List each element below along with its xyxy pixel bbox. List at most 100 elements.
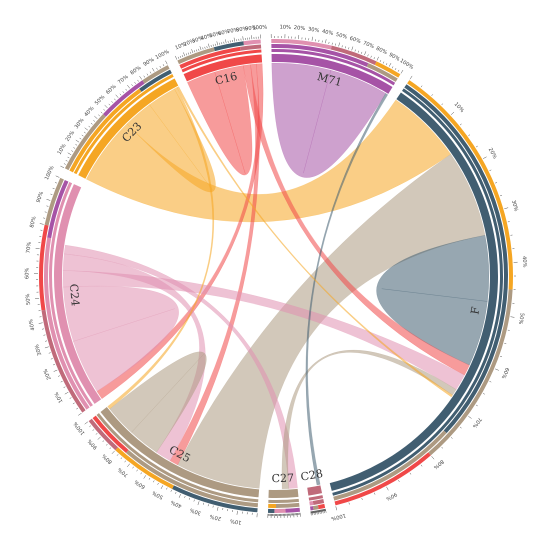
tick-mark	[136, 469, 138, 472]
percent-label: 20%	[43, 368, 53, 381]
tick-mark	[319, 509, 321, 514]
tick-mark	[60, 165, 65, 169]
tick-mark	[54, 182, 57, 184]
percent-label: 100%	[44, 165, 56, 181]
tick-mark	[73, 147, 76, 149]
tick-mark	[475, 404, 478, 407]
tick-mark	[183, 52, 186, 57]
tick-mark	[109, 447, 112, 450]
percent-label: 80%	[101, 452, 114, 464]
tick-mark	[92, 429, 95, 431]
tick-mark	[212, 44, 214, 47]
percent-label: 40%	[521, 256, 528, 268]
percent-label: 30%	[189, 506, 202, 515]
tick-mark	[181, 55, 184, 58]
percent-label: 20%	[293, 25, 305, 32]
tick-mark	[48, 352, 51, 354]
group-band-c27-2-2	[267, 508, 275, 513]
group-band-f-2-0	[407, 80, 513, 290]
group-band-c25-2-0	[172, 485, 258, 513]
tick-mark	[45, 340, 48, 342]
tick-mark	[140, 472, 142, 475]
tick-mark	[475, 145, 478, 148]
tick-mark	[127, 84, 130, 89]
tick-mark	[504, 207, 509, 210]
group-band-c16-0-0	[181, 49, 262, 73]
percent-label: 60%	[24, 268, 30, 280]
group-band-c16-2-2	[243, 39, 261, 46]
percent-label: 70%	[25, 241, 32, 253]
group-band-c23-2-2	[142, 65, 170, 84]
ribbon-c16-c24	[96, 63, 264, 400]
percent-label: 50%	[151, 489, 164, 500]
group-arc-c28	[307, 485, 323, 496]
group-band-m71-2-0	[271, 38, 332, 50]
tick-mark	[431, 456, 435, 460]
tick-mark	[187, 52, 190, 55]
tick-mark	[354, 49, 356, 52]
group-band-c27-2-1	[274, 508, 286, 513]
tick-mark	[124, 460, 127, 463]
tick-mark	[178, 493, 181, 498]
percent-label: 60%	[500, 366, 510, 379]
tick-mark	[382, 61, 385, 64]
tick-mark	[459, 426, 462, 429]
tick-mark	[194, 50, 196, 53]
percent-label: 100%	[399, 58, 415, 71]
tick-mark	[71, 150, 74, 152]
percent-label: 50%	[335, 32, 348, 41]
tick-mark	[196, 49, 198, 52]
tick-mark	[134, 81, 136, 84]
tick-mark	[146, 73, 149, 76]
tick-mark	[94, 115, 98, 119]
tick-mark	[98, 114, 100, 117]
percent-label: 90%	[388, 52, 401, 63]
tick-mark	[175, 55, 178, 60]
group-band-c16-1-1	[239, 44, 262, 51]
group-label-m71: M71	[316, 70, 344, 89]
percent-label: 20%	[487, 147, 498, 160]
percent-label: 90%	[87, 438, 99, 451]
percent-label: 60%	[218, 29, 231, 37]
tick-mark	[370, 55, 372, 58]
tick-mark	[175, 491, 177, 494]
group-band-f-2-2	[334, 452, 431, 506]
tick-mark	[325, 39, 327, 44]
group-label-c27: C27	[271, 472, 294, 486]
tick-mark	[115, 94, 119, 98]
tick-mark	[79, 137, 82, 140]
tick-mark	[310, 511, 312, 516]
group-band-c23-2-0	[64, 113, 106, 171]
tick-mark	[88, 125, 91, 128]
tick-mark	[450, 437, 453, 439]
percent-label: 20%	[209, 513, 222, 522]
group-band-m71-2-1	[330, 45, 377, 65]
percent-label: 30%	[191, 35, 204, 44]
tick-mark	[373, 57, 375, 60]
ribbon-c23-c23	[126, 88, 216, 193]
tick-mark	[242, 36, 244, 41]
tick-mark	[193, 499, 195, 502]
tick-mark	[132, 466, 134, 469]
tick-mark	[459, 123, 462, 126]
group-arc-c27	[268, 488, 299, 498]
tick-mark	[139, 76, 142, 80]
group-band-c25-2-1	[115, 447, 174, 490]
tick-mark	[50, 358, 53, 360]
tick-mark	[420, 85, 423, 88]
tick-mark	[202, 47, 204, 50]
tick-mark	[185, 53, 188, 56]
tick-mark	[108, 103, 111, 106]
tick-mark	[409, 75, 413, 80]
tick-mark	[57, 375, 60, 377]
tick-mark	[468, 134, 471, 137]
tick-mark	[105, 443, 108, 446]
tick-mark	[500, 194, 503, 197]
tick-mark	[314, 510, 317, 515]
tick-mark	[114, 98, 116, 101]
percent-label: 70%	[227, 27, 239, 35]
tick-mark	[361, 497, 363, 500]
tick-mark	[325, 508, 327, 513]
tick-mark	[313, 510, 315, 515]
